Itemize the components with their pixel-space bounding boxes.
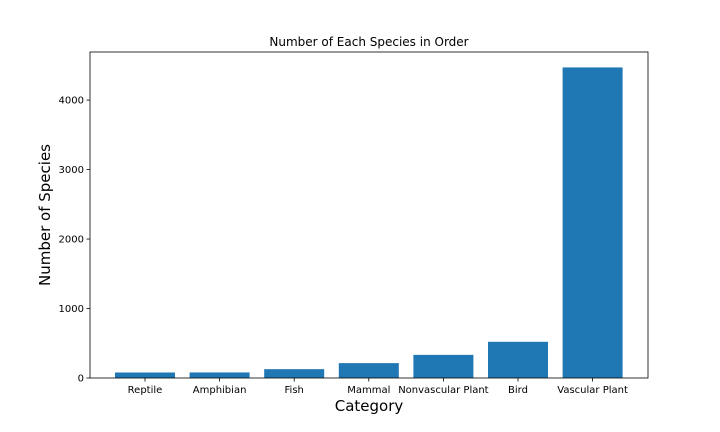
bar-reptile [115,372,175,378]
bar-amphibian [189,372,250,378]
x-tick-label: Vascular Plant [557,385,628,396]
x-tick-label: Bird [508,385,528,396]
x-axis-ticks: Reptile Amphibian Fish Mammal Nonvascular Pl… [128,378,628,396]
y-tick-label: 1000 [59,304,84,315]
y-tick-label: 0 [78,374,84,385]
bar-nonvascular-plant [413,354,474,378]
plot-frame [89,51,649,379]
bars-group [115,67,623,378]
chart-title: Number of Each Species in Order [269,35,468,49]
y-axis-ticks: 0 1000 2000 3000 4000 [59,96,90,385]
x-tick-label: Fish [285,385,304,396]
x-tick-label: Amphibian [193,385,247,396]
y-tick-label: 4000 [59,96,84,107]
y-tick-label: 2000 [59,235,84,246]
x-axis-label: Category [335,397,404,415]
x-tick-label: Nonvascular Plant [398,385,488,396]
y-tick-label: 3000 [59,165,84,176]
x-tick-label: Mammal [347,385,390,396]
bar-mammal [338,363,399,378]
x-tick-label: Reptile [128,385,163,396]
y-axis-label: Number of Species [36,144,54,286]
bar-fish [264,369,325,378]
bar-vascular-plant [562,67,623,378]
bar-bird [488,341,548,378]
